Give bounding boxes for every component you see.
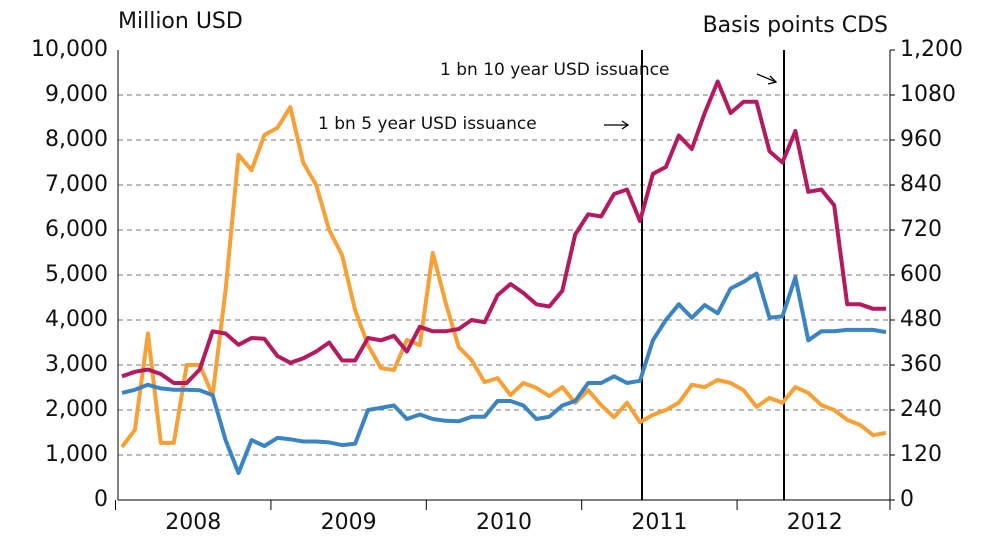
y2-tick-label: 360 <box>900 352 942 377</box>
y-tick-label: 4,000 <box>45 307 108 332</box>
series-line <box>121 79 886 385</box>
y2-tick-label: 240 <box>900 397 942 422</box>
y-tick-label: 1,000 <box>45 442 108 467</box>
y2-tick-label: 480 <box>900 307 942 332</box>
y-tick-label: 2,000 <box>45 397 108 422</box>
y-tick-label: 7,000 <box>45 172 108 197</box>
y2-tick-label: 1,200 <box>900 37 963 62</box>
x-tick-label: 2009 <box>321 510 377 535</box>
series-line <box>120 105 887 449</box>
y2-tick-label: 1080 <box>900 82 956 107</box>
y2-tick-label: 720 <box>900 217 942 242</box>
y2-tick-label: 120 <box>900 442 942 467</box>
y-tick-label: 6,000 <box>45 217 108 242</box>
y-tick-label: 8,000 <box>45 127 108 152</box>
y-tick-label: 0 <box>94 487 108 512</box>
y-tick-label: 3,000 <box>45 352 108 377</box>
y-axis-title: Million USD <box>118 9 243 34</box>
y2-axis-title: Basis points CDS <box>703 13 888 38</box>
annotation-arrow <box>756 73 778 85</box>
x-tick-label: 2012 <box>787 510 843 535</box>
y2-tick-label: 960 <box>900 127 942 152</box>
y-tick-label: 10,000 <box>31 37 108 62</box>
series-line <box>121 271 887 475</box>
x-tick-label: 2011 <box>631 510 687 535</box>
y2-tick-label: 840 <box>900 172 942 197</box>
annotation-arrow <box>604 120 630 130</box>
annotation: 1 bn 10 year USD issuance <box>440 60 670 80</box>
y-tick-label: 5,000 <box>45 262 108 287</box>
y2-tick-label: 600 <box>900 262 942 287</box>
y-tick-label: 9,000 <box>45 82 108 107</box>
y2-tick-label: 0 <box>900 487 914 512</box>
annotation: 1 bn 5 year USD issuance <box>318 114 537 134</box>
x-tick-label: 2008 <box>165 510 221 535</box>
x-tick-label: 2010 <box>476 510 532 535</box>
